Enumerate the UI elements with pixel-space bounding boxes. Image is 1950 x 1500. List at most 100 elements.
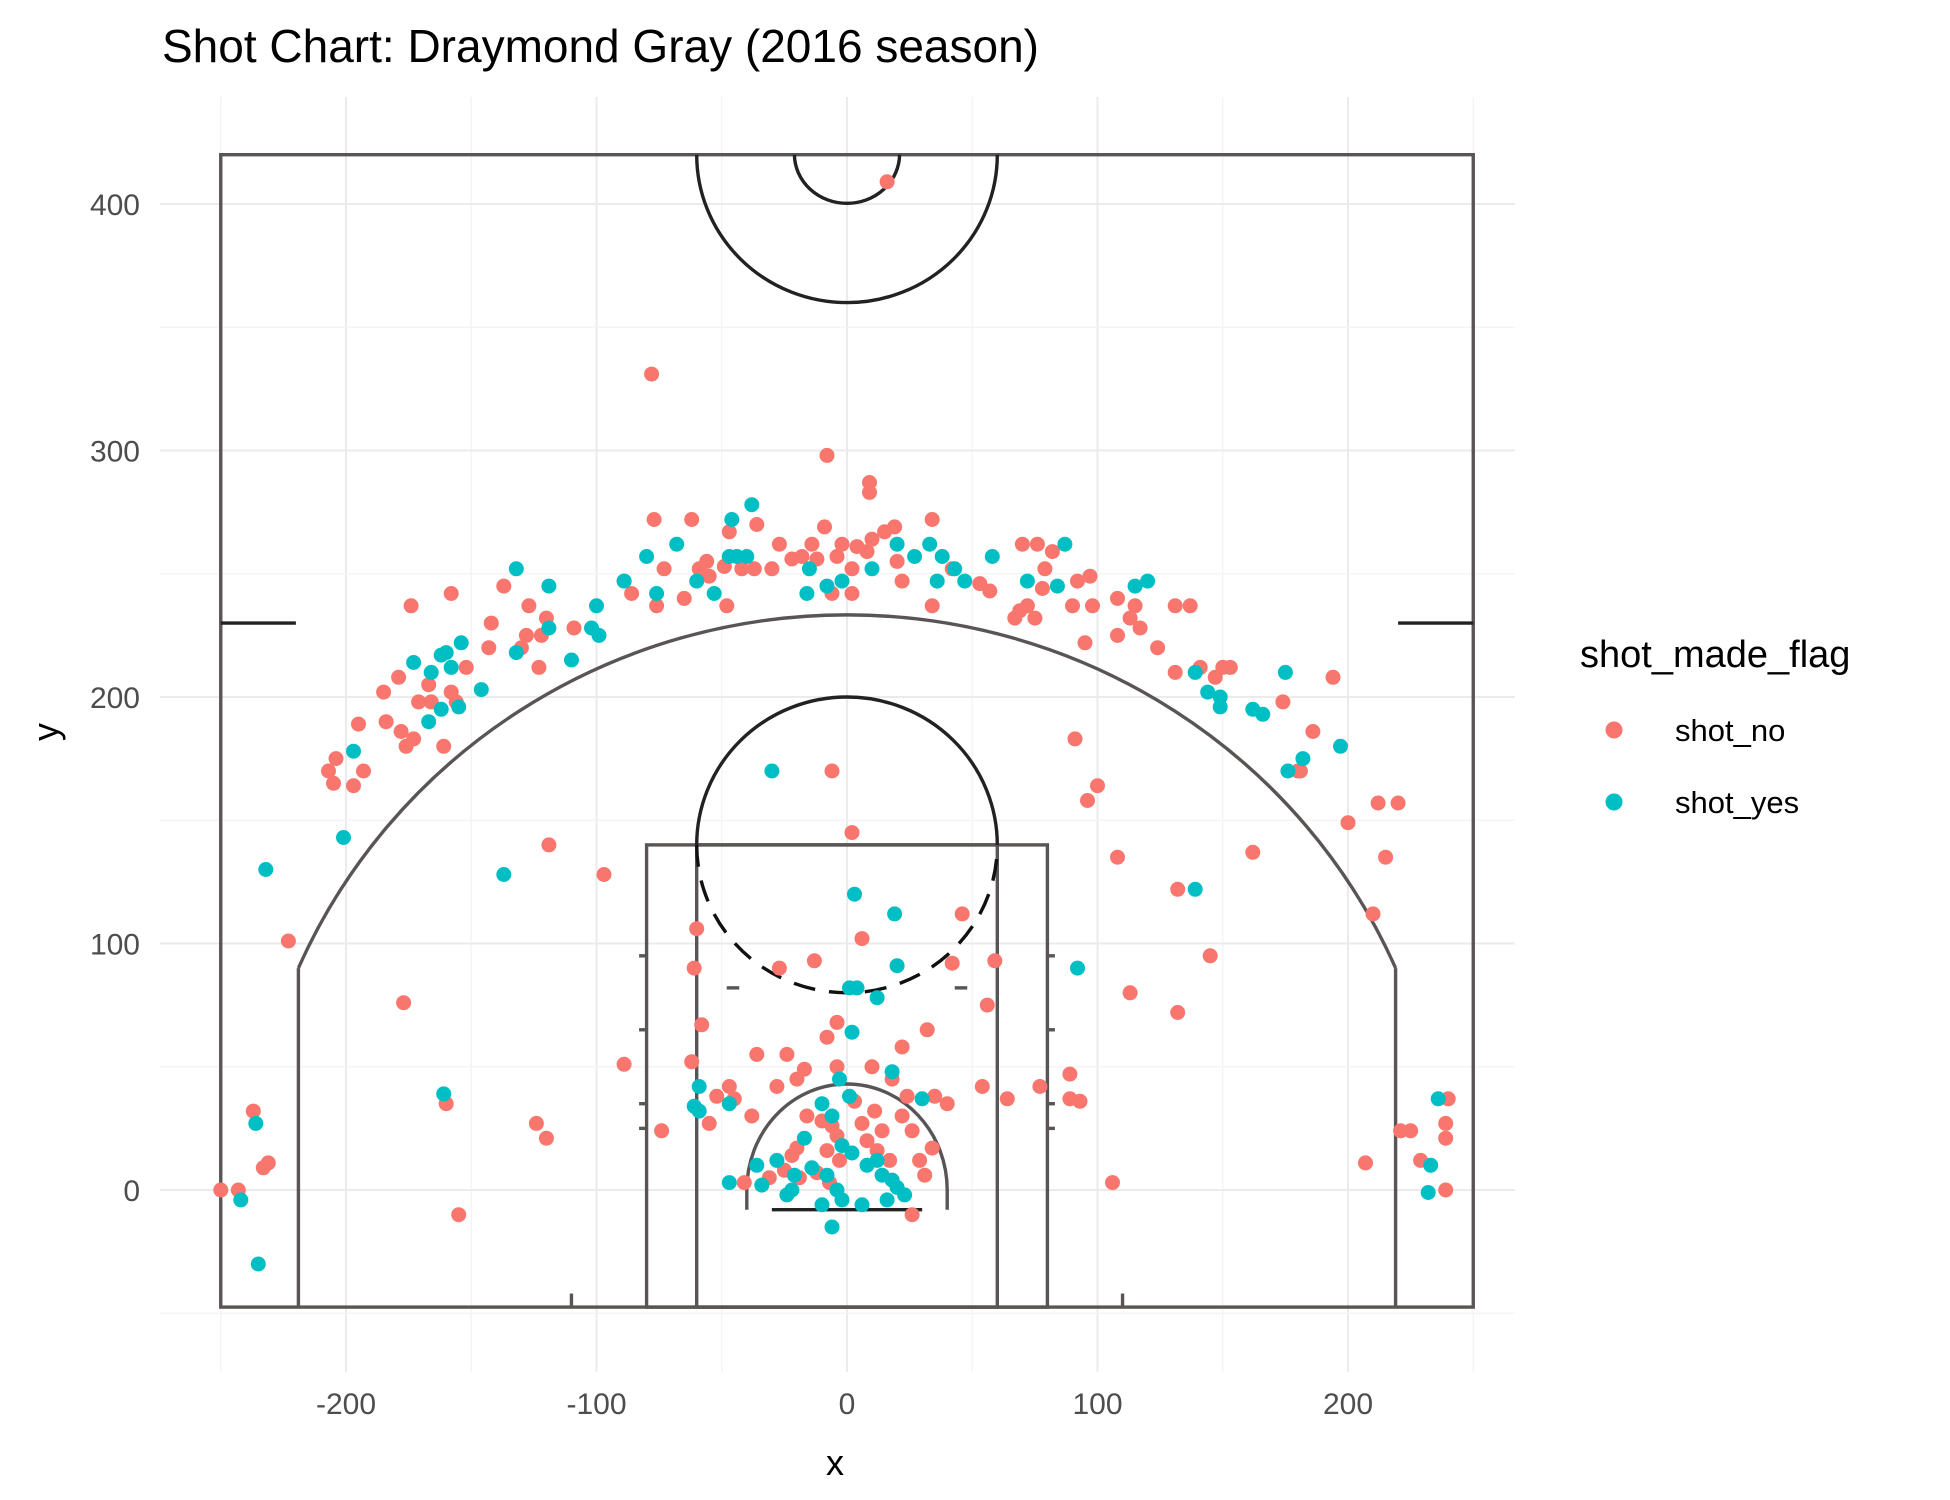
point-shot-no [744,1108,760,1124]
point-shot-no [924,512,940,527]
point-shot-no [709,1088,725,1104]
point-shot-yes [786,1167,802,1183]
point-shot-no [346,778,361,794]
point-shot-no [867,1103,883,1119]
center-circle-inner [792,154,902,206]
point-shot-no [1365,906,1381,922]
point-shot-yes [897,1187,913,1203]
point-shot-yes [1187,881,1203,897]
y-tick-label: 0 [123,1175,140,1208]
point-shot-yes [844,1024,860,1040]
axis-ticks: -200 -100 0 100 200 0 100 200 300 400 [90,189,1373,1421]
point-shot-no [806,953,822,969]
point-shot-yes [689,573,705,589]
point-shot-yes [421,714,437,730]
chart-title: Shot Chart: Draymond Gray (2016 season) [162,20,1039,72]
point-shot-no [391,669,407,685]
point-shot-no [1150,640,1166,656]
point-shot-yes [1019,573,1035,589]
point-shot-no [1080,793,1095,808]
point-shot-no [864,531,880,547]
point-shot-no [1032,1079,1048,1094]
point-shot-no [1390,795,1406,811]
point-shot-yes [541,578,557,594]
point-shot-yes [729,549,745,564]
point-shot-no [974,1079,990,1094]
point-shot-no [458,659,474,675]
point-shot-yes [686,1098,702,1114]
point-shot-no [824,763,840,779]
y-tick-label: 300 [90,436,140,469]
point-shot-no [1070,573,1085,589]
point-shot-no [1340,815,1356,831]
point-shot-no [684,512,700,527]
point-shot-no [481,640,497,656]
point-shot-yes [1423,1157,1439,1173]
point-shot-no [421,677,437,693]
point-shot-no [701,1115,717,1131]
point-shot-no [1132,620,1148,636]
point-shot-no [844,586,860,601]
point-shot-no [1122,610,1138,626]
point-shot-no [917,1167,933,1183]
point-shot-no [1245,844,1261,860]
point-shot-yes [541,620,557,636]
point-shot-no [894,1039,910,1055]
point-shot-yes [616,573,632,589]
point-shot-yes [929,573,945,589]
point-shot-no [356,763,371,779]
point-shot-no [396,995,412,1011]
point-shot-no [521,598,537,614]
point-shot-yes [1212,689,1228,705]
legend-key-shot-yes [1605,793,1623,811]
point-shot-yes [336,830,351,845]
point-shot-no [656,561,672,577]
legend-label-shot-yes: shot_yes [1675,785,1799,820]
point-shot-yes [769,1152,785,1168]
point-shot-yes [1333,738,1348,754]
point-shot-no [406,731,422,747]
point-shot-no [771,960,787,976]
point-shot-no [899,1088,915,1104]
point-shot-no [691,561,707,577]
point-shot-yes [834,1138,850,1154]
point-shot-yes [453,635,469,651]
x-tick-label: 200 [1323,1388,1373,1421]
point-shot-no [654,1123,670,1139]
point-shot-no [746,561,762,577]
point-shot-no [1438,1182,1454,1198]
point-shot-yes [508,561,524,577]
point-shot-yes [801,561,817,577]
point-shot-yes [832,1071,847,1087]
point-shot-yes [889,958,905,974]
point-shot-no [817,519,832,535]
point-shot-yes [1280,763,1296,779]
court-outline [219,152,1475,1309]
point-shot-no [260,1155,276,1171]
point-shot-no [528,1115,544,1131]
x-tick-label: -200 [316,1388,376,1421]
point-shot-no [779,1046,795,1062]
point-shot-no [1014,536,1030,552]
free-throw-circle-top [695,695,999,845]
point-shot-yes [804,1160,820,1176]
point-shot-no [721,524,737,540]
point-shot-no [982,583,998,599]
point-shot-no [864,1059,880,1075]
point-shot-yes [406,655,422,670]
point-shot-yes [721,1175,737,1191]
point-shot-yes [869,990,885,1006]
point-shot-no [1105,1175,1120,1191]
point-shot-no [518,627,534,643]
point-shot-yes [922,536,938,552]
point-shot-yes [1295,751,1311,767]
point-shot-yes [1430,1091,1446,1107]
x-tick-label: -100 [566,1388,626,1421]
point-shot-no [245,1103,261,1119]
y-axis-title: y [25,723,66,741]
point-shot-no [1370,795,1386,811]
point-shot-no [1167,598,1183,614]
data-points [213,174,1456,1272]
point-shot-yes [984,549,1000,564]
point-shot-no [1438,1115,1454,1131]
